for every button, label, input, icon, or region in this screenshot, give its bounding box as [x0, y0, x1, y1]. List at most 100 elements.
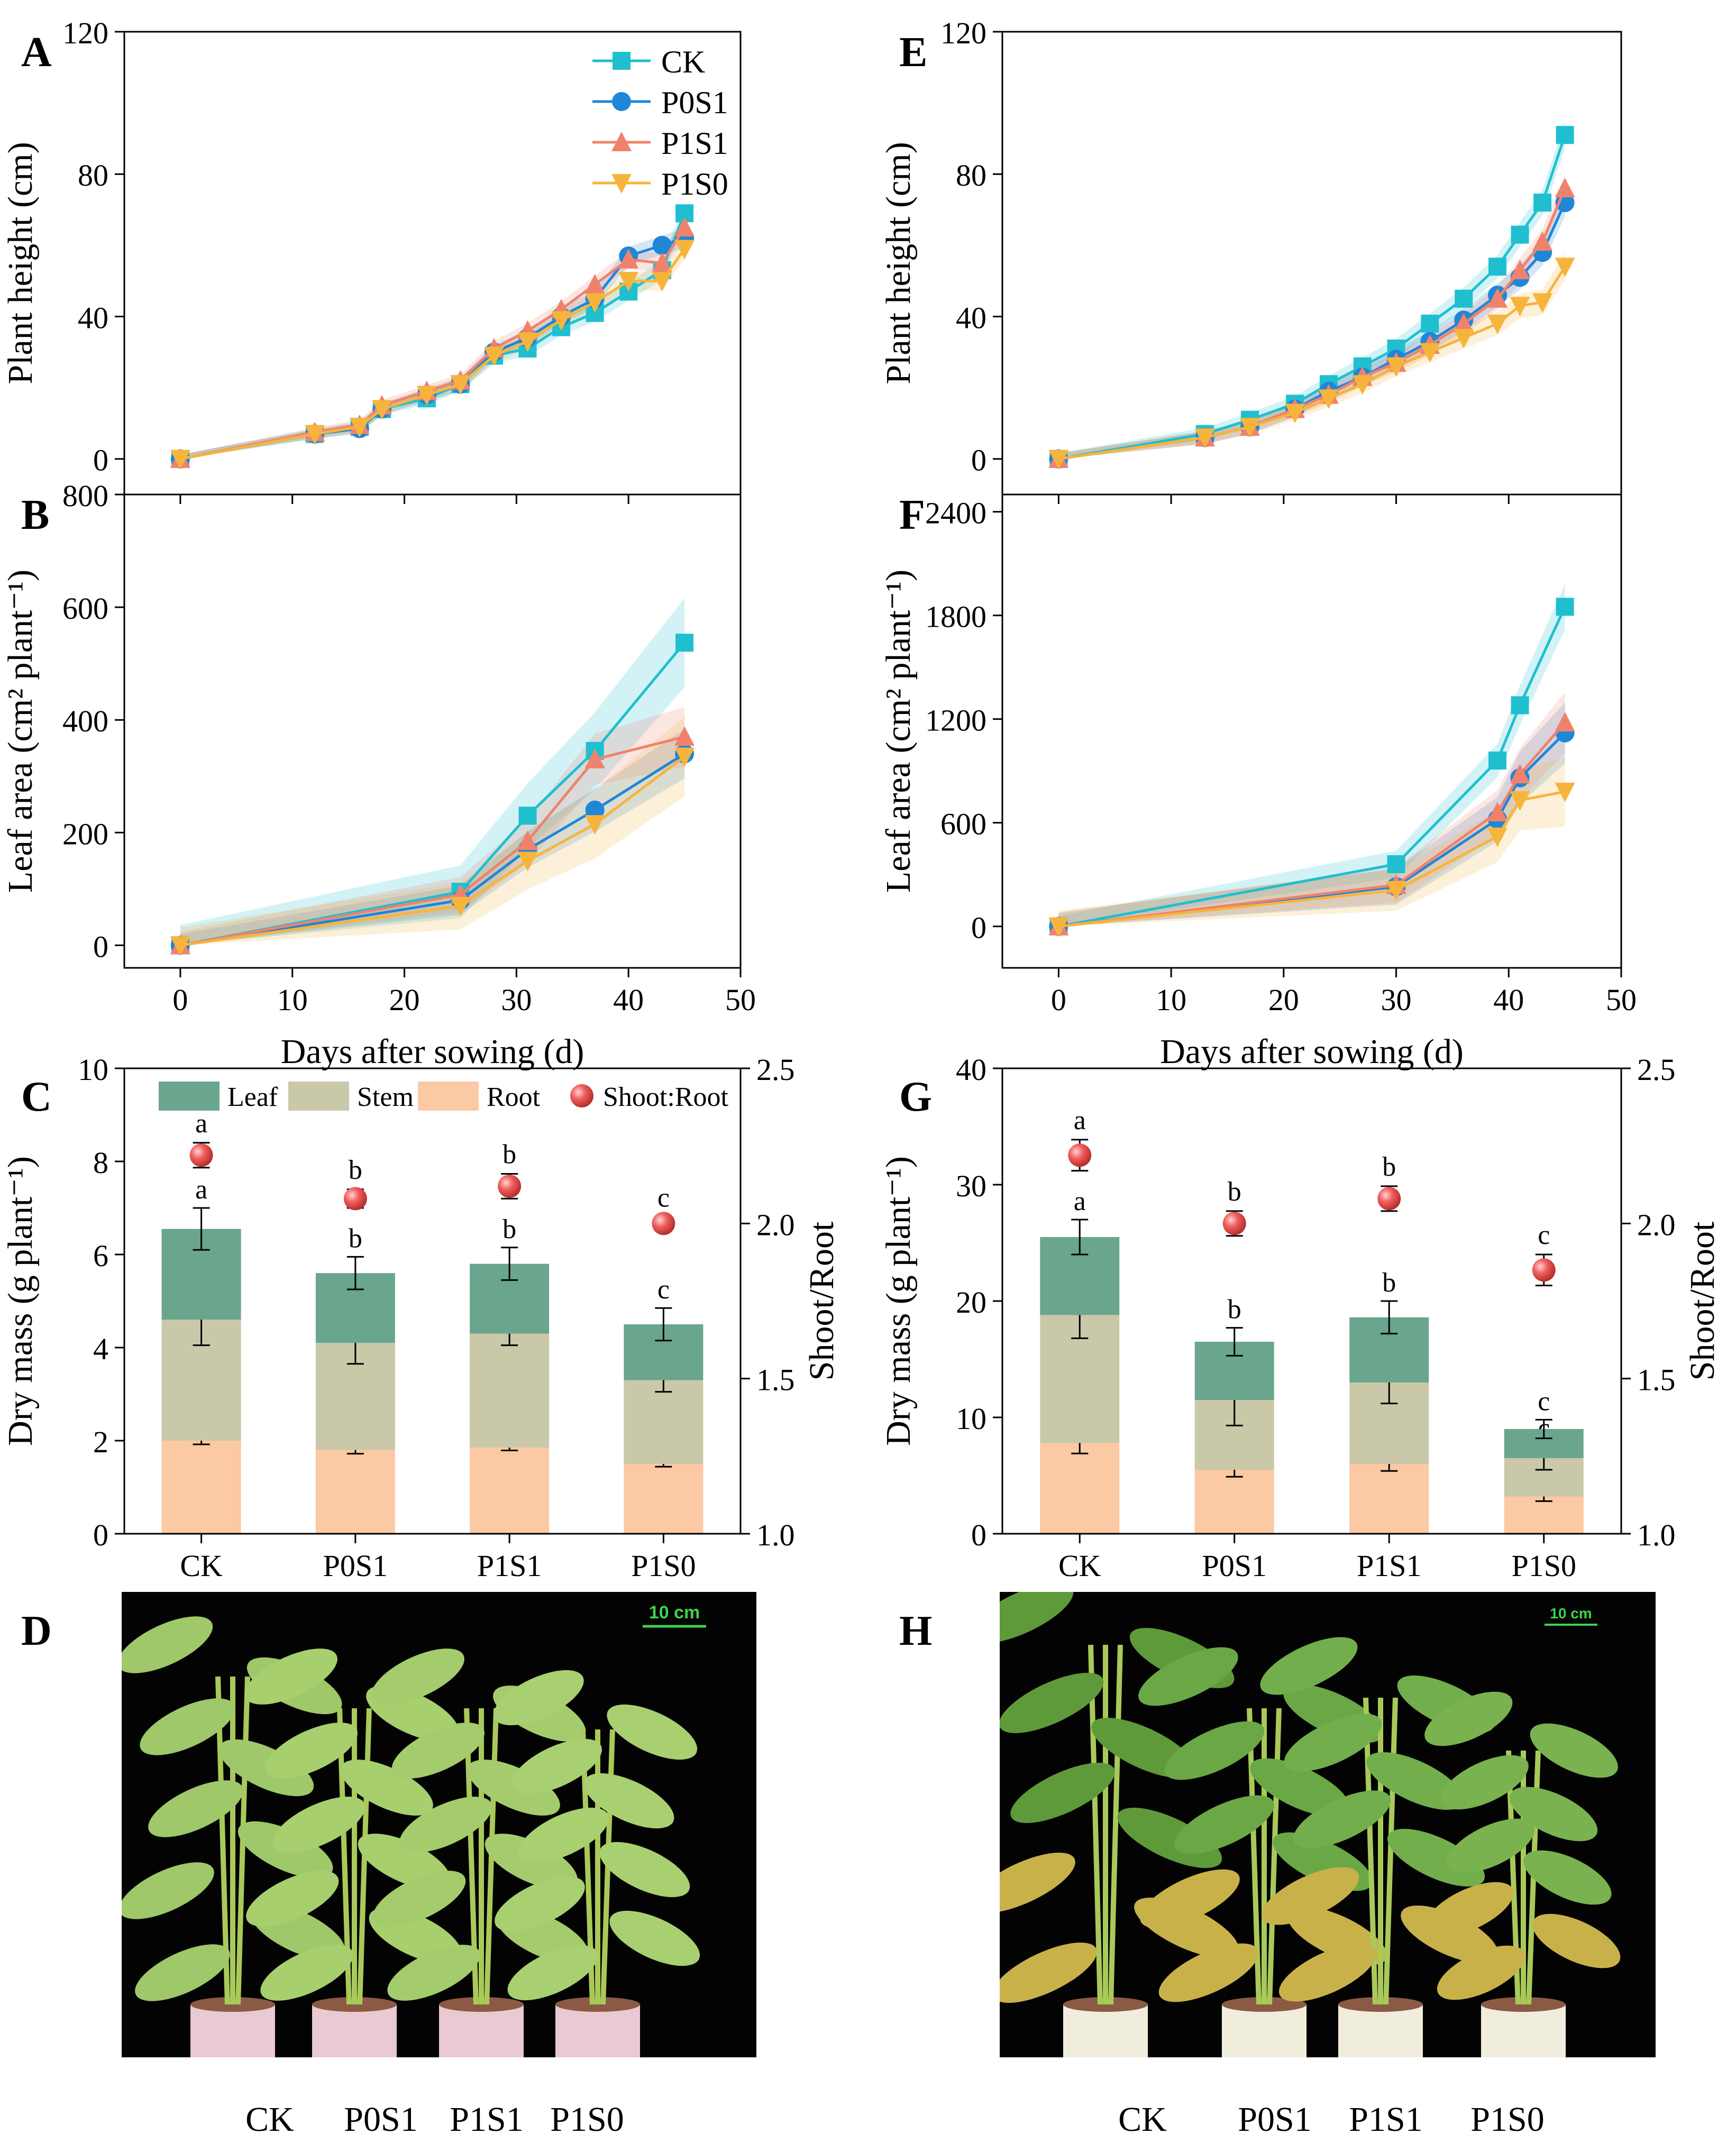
photo-h-caption-p1s1: P1S1 [1349, 2100, 1423, 2139]
ratio-sig-letter: b [1228, 1177, 1241, 1207]
pot [439, 2004, 524, 2057]
leaf [1158, 1943, 1259, 2002]
stem [1088, 1644, 1103, 2005]
leaf [1437, 1945, 1525, 2000]
plant [1424, 1691, 1621, 2057]
leaf [1424, 1691, 1513, 1746]
point-p1s1 [1454, 313, 1474, 333]
x-tick-label: 10 [1156, 983, 1186, 1017]
point-p1s0 [1194, 428, 1215, 448]
axes-frame-c [123, 1067, 742, 1535]
point-p1s1 [674, 217, 695, 237]
leaf [1138, 1647, 1238, 1706]
plant [1260, 1637, 1499, 2057]
y-tick-label: 6 [93, 1239, 108, 1273]
point-p1s0 [551, 311, 572, 331]
y-tick-label: 0 [971, 1518, 986, 1552]
line-chart-e: 0 40 80 120 Plant height (cm) [879, 16, 1622, 504]
sig-letter: c [657, 1275, 670, 1305]
pot [1338, 2004, 1423, 2057]
leaf [1000, 1942, 1097, 2003]
y-tick-label: 40 [956, 300, 986, 335]
stem [1108, 1644, 1123, 2005]
y2-axis-label: Shoot/Root [1683, 1222, 1722, 1381]
point-p1s0 [416, 386, 437, 406]
x-tick-label: 0 [172, 983, 188, 1017]
y-tick-label: 2 [93, 1425, 108, 1459]
scale-bar-h: 10 cm [1545, 1605, 1597, 1626]
ratio-sig-letter: a [195, 1109, 207, 1139]
x-axis-label: Days after sowing (d) [281, 1032, 584, 1071]
leaf [244, 1649, 337, 1705]
leaf [140, 1698, 235, 1755]
x-tick-label: CK [180, 1549, 223, 1583]
sig-letter: b [349, 1223, 362, 1253]
scale-bar-label-d: 10 cm [649, 1602, 700, 1623]
point-p0s1 [585, 800, 605, 820]
y-tick-label: 120 [940, 16, 986, 50]
x-tick-label: P1S0 [1511, 1549, 1576, 1583]
point-p1s0 [1487, 827, 1507, 847]
point-ck [675, 634, 694, 652]
leaf [1000, 1852, 1075, 1913]
plant [371, 1649, 589, 2057]
ratio-sig-letter: c [1538, 1220, 1550, 1250]
plants-d [122, 1616, 700, 2057]
legend-marker-ck [613, 52, 631, 70]
y-tick-label: 800 [62, 479, 108, 513]
point-p1s0 [484, 346, 504, 367]
leaf [493, 1670, 584, 1726]
bar-root-ck [1040, 1443, 1120, 1534]
leaf [1440, 1755, 1529, 1810]
bar-stem-p1s0 [624, 1380, 703, 1464]
point-p1s1 [1487, 802, 1507, 822]
y-tick-label: 0 [93, 443, 108, 478]
y-tick-label: 80 [956, 158, 986, 193]
legend: CK P0S1 P1S1 P1S0 [592, 44, 728, 202]
series-line-ck [180, 213, 686, 461]
bar-chart-g: aaaaCKbbbbP0S1bbbbP1S1ccccP1S00102030401… [879, 1052, 1722, 1583]
band-p1s1 [180, 217, 685, 459]
photo-d-caption-ck: CK [245, 2100, 294, 2139]
legend-label-p1s0: P1S0 [661, 167, 728, 202]
y-tick-label: 600 [62, 591, 108, 626]
band-p1s0 [1058, 756, 1565, 927]
point-p1s1 [584, 273, 605, 294]
legend-swatch [288, 1082, 349, 1111]
y-tick-label: 0 [93, 1518, 108, 1552]
leaf [507, 1945, 598, 2001]
shoot-root-point-p1s0 [1532, 1258, 1556, 1282]
y-tick-label: 10 [78, 1052, 108, 1087]
leaf [1523, 1850, 1612, 1905]
point-p1s1 [1510, 259, 1530, 279]
y-axis-label: Dry mass (g plant⁻¹) [1, 1156, 40, 1446]
legend-marker-p0s1 [612, 92, 631, 111]
x-axis-label: Days after sowing (d) [1160, 1032, 1464, 1071]
y2-axis-label: Shoot/Root [802, 1222, 841, 1381]
shoot-root-point-p1s1 [498, 1174, 522, 1198]
y-tick-label: 4 [93, 1332, 108, 1366]
point-p1s0 [450, 375, 471, 395]
leaf [1174, 1795, 1274, 1854]
x-tick-label: 20 [1268, 983, 1299, 1017]
point-p1s0 [1510, 297, 1530, 317]
point-p1s1 [1487, 288, 1507, 308]
y-tick-label: 20 [956, 1285, 986, 1320]
point-p1s1 [1510, 764, 1530, 784]
plant [493, 1670, 700, 2057]
point-p1s0 [1532, 293, 1553, 313]
plants-h [1000, 1592, 1621, 2057]
point-p1s1 [618, 249, 639, 269]
photo-h-caption-ck: CK [1118, 2100, 1167, 2139]
leaf [609, 1910, 700, 1966]
point-p1s0 [674, 747, 695, 767]
x-tick-label: 10 [277, 983, 308, 1017]
leaf [272, 1797, 366, 1853]
leaf [264, 1723, 358, 1779]
plants-photo-h: 10 cm [1000, 1592, 1621, 2057]
x-tick-label: P1S1 [477, 1549, 542, 1583]
leaf [1532, 1913, 1621, 1968]
bar-root-p1s1 [470, 1448, 550, 1534]
point-p1s0 [1240, 418, 1260, 438]
point-ck [1533, 194, 1552, 212]
